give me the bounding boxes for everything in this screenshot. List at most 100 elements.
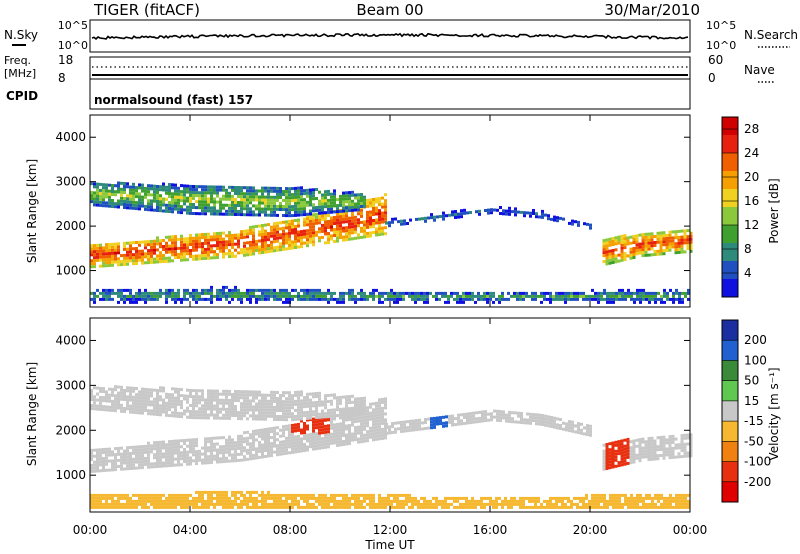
data-cell [228,435,231,439]
data-cell [405,499,408,503]
data-cell [261,405,264,409]
data-cell [105,252,108,256]
data-cell [381,232,384,236]
data-cell [126,496,129,500]
data-cell [288,193,291,197]
colorbar-tick-label: 4 [744,266,752,280]
data-cell [427,417,430,421]
data-cell [141,499,144,503]
data-cell [120,446,123,450]
data-cell [192,413,195,417]
data-cell [117,300,120,304]
data-cell [129,194,132,198]
data-cell [144,496,147,500]
data-cell [324,406,327,410]
data-cell [582,291,585,295]
data-cell [159,185,162,189]
data-cell [565,422,568,426]
data-cell [282,229,285,233]
data-cell [273,411,276,415]
data-cell [309,442,312,446]
data-cell [306,433,309,437]
data-cell [324,436,327,440]
data-cell [144,204,147,208]
data-cell [204,241,207,245]
data-cell [653,253,657,256]
data-cell [345,493,348,497]
data-cell [339,300,342,304]
data-cell [126,206,129,210]
data-cell [210,457,213,461]
data-cell [571,219,574,223]
data-cell [609,294,612,298]
data-cell [291,499,294,503]
data-cell [683,451,687,455]
data-cell [342,422,345,425]
data-cell [108,387,111,391]
data-cell [342,428,345,431]
data-cell [309,194,312,198]
data-cell [330,408,333,412]
data-cell [276,297,279,301]
data-cell [279,493,282,497]
data-cell [357,440,360,444]
data-cell [222,194,225,198]
data-cell [246,411,249,415]
data-cell [129,291,132,295]
data-cell [99,398,102,402]
data-cell [210,436,213,440]
nave-tick-high: 60 [708,53,723,67]
data-cell [276,438,279,442]
data-cell [499,413,502,417]
data-cell [330,198,333,202]
data-cell [294,429,297,433]
data-cell [171,186,174,190]
data-cell [252,243,255,247]
data-cell [108,204,111,208]
data-cell [168,235,171,239]
data-cell [270,186,273,190]
data-cell [369,204,372,208]
data-cell [573,291,576,295]
nsky-frame [89,19,691,53]
data-cell [153,260,156,264]
data-cell [216,256,219,259]
data-cell [291,294,294,298]
data-cell [504,297,507,301]
data-cell [381,291,384,295]
data-cell [336,233,339,237]
data-cell [225,493,228,497]
data-cell [195,499,198,503]
data-cell [336,502,339,506]
data-cell [306,439,309,443]
data-cell [621,288,624,292]
data-cell [183,252,186,256]
data-cell [306,297,309,301]
data-cell [345,197,348,201]
data-cell [159,493,162,497]
data-cell [135,259,138,262]
data-cell [520,415,523,418]
data-cell [432,294,435,298]
data-cell [345,194,348,198]
data-cell [312,219,315,223]
data-cell [297,236,300,240]
data-cell [261,288,264,292]
beam-title: Beam 00 [356,1,423,19]
data-cell [384,412,387,416]
data-cell [162,389,165,393]
data-cell [394,430,397,434]
data-cell [474,300,477,304]
data-cell [168,502,171,506]
data-cell [231,185,234,189]
data-cell [153,187,156,191]
data-cell [264,235,267,239]
data-cell [345,211,348,215]
data-cell [114,248,117,252]
data-cell [147,258,150,262]
data-cell [117,248,120,252]
data-cell [105,294,108,298]
data-cell [126,262,129,266]
data-cell [499,206,502,209]
data-cell [261,297,264,301]
